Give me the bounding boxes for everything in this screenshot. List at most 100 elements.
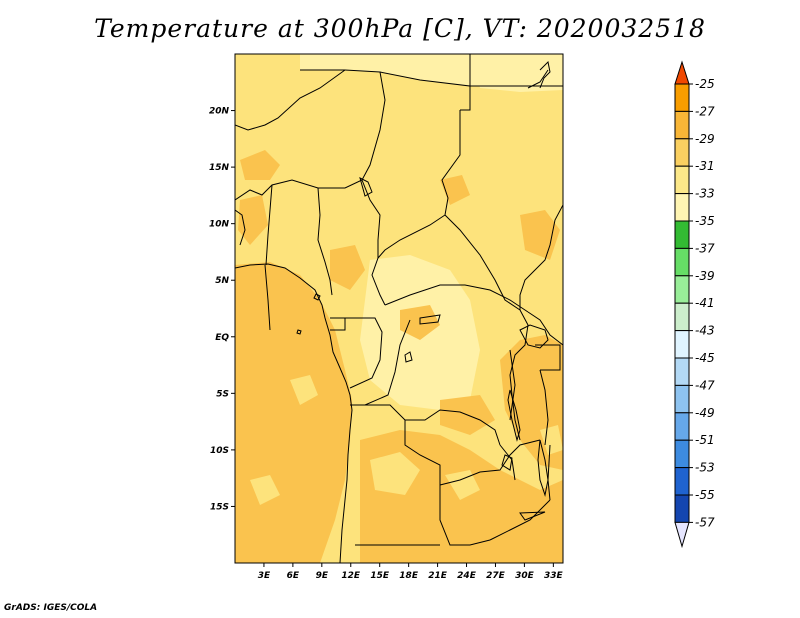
border-9 (444, 214, 521, 311)
colorbar-segment (674, 275, 690, 304)
lon-tick-label: 3E (258, 571, 271, 581)
colorbar-segment (674, 494, 690, 523)
field-patch-2 (330, 245, 365, 290)
red-sea-coast (539, 60, 551, 89)
border-17 (439, 485, 491, 546)
border-25 (460, 86, 471, 111)
colorbar-label: -51 (695, 433, 715, 447)
lon-tick-label: 27E (486, 571, 506, 581)
colorbar-segment (674, 467, 690, 496)
colorbar-label: -55 (695, 488, 715, 502)
colorbar-segment (674, 357, 690, 386)
island-sao-tome (296, 329, 302, 335)
border-29 (264, 264, 271, 331)
lat-tick-label: 15N (209, 163, 230, 173)
lake-kariba (519, 511, 546, 521)
colorbar-segment (674, 165, 690, 195)
map-frame (234, 53, 564, 564)
colorbar-segment (674, 193, 690, 222)
field-patch-6 (520, 210, 560, 260)
border-3 (235, 69, 346, 131)
border-6 (361, 179, 381, 258)
colorbar-label: -27 (695, 104, 715, 118)
colorbar-label: -37 (695, 241, 715, 255)
lat-tick-label: 5N (215, 276, 229, 286)
map-title: Temperature at 300hPa [C], VT: 202003251… (94, 14, 706, 43)
colorbar-segment (674, 330, 690, 359)
border-26 (527, 69, 549, 89)
lon-tick-label: 12E (341, 571, 361, 581)
colorbar-segment (674, 110, 690, 140)
lon-tick-label: 6E (287, 571, 300, 581)
lat-tick-label: 10S (210, 446, 229, 456)
border-27 (519, 204, 563, 310)
lake-victoria (519, 324, 549, 349)
field-pale-patch-2 (445, 470, 480, 500)
lon-tick-label: 30E (515, 571, 535, 581)
border-10 (384, 284, 529, 313)
colorbar-label: -45 (695, 351, 715, 365)
lat-tick-label: 10N (209, 220, 230, 230)
colorbar-label: -53 (695, 461, 715, 475)
colorbar-label: -49 (695, 406, 715, 420)
island-bioko (313, 293, 321, 301)
field-pale-patch-3 (250, 475, 280, 505)
river-patch-1 (404, 351, 413, 363)
colorbar-label: -33 (695, 187, 715, 201)
west-africa-coastline (235, 263, 353, 563)
lon-tick-label: 24E (457, 571, 477, 581)
colorbar-label: -43 (695, 324, 715, 338)
colorbar-segment (674, 247, 690, 277)
border-14 (358, 404, 501, 446)
colorbar-label: -47 (695, 378, 715, 392)
border-5 (371, 110, 461, 306)
lon-tick-label: 33E (544, 571, 564, 581)
colorbar-segment (674, 412, 690, 441)
border-22 (527, 311, 563, 346)
colorbar-over-arrow (674, 60, 690, 85)
river-patch-2 (419, 314, 441, 325)
colorbar-label: -39 (695, 269, 715, 283)
colorbar-label: -25 (695, 77, 715, 91)
lat-tick-label: 15S (210, 502, 229, 512)
lat-tick-label: 20N (209, 107, 230, 117)
lon-tick-label: 15E (370, 571, 390, 581)
colorbar-segment (674, 439, 690, 469)
border-28 (235, 209, 246, 246)
lon-tick-label: 9E (316, 571, 329, 581)
colorbar-label: -57 (695, 515, 715, 529)
border-31 (509, 349, 516, 421)
lake-mweru (501, 454, 513, 471)
colorbar: -25 -27 -29 -31 -33 -35 -37 -39 -41 -43 -45 -47 -49 -… (674, 60, 715, 549)
border-7 (265, 184, 273, 266)
grads-credit: GrADS: IGES/COLA (4, 603, 98, 613)
border-1 (300, 54, 471, 87)
colorbar-label: -29 (695, 132, 715, 146)
lake-chad (359, 177, 373, 197)
lat-tick-label: EQ (215, 333, 229, 343)
field-pale-patch-5 (540, 425, 563, 455)
border-16 (439, 439, 541, 486)
longitude-axis: 3E 6E 9E 12E 15E 18E 21E 24E 27E 30E 33E (258, 563, 564, 581)
field-pale-patch-1 (370, 452, 420, 495)
colorbar-segment (674, 384, 690, 414)
border-19 (489, 499, 551, 541)
lake-malawi (537, 439, 549, 497)
border-23 (535, 344, 561, 371)
border-12 (345, 317, 383, 389)
lon-tick-label: 18E (399, 571, 419, 581)
border-8 (317, 187, 333, 296)
border-24 (539, 369, 549, 446)
latitude-axis: 20N 15N 10N 5N EQ 5S 10S 15S (209, 107, 235, 512)
field-pale-patch-4 (290, 375, 318, 405)
border-4 (235, 71, 386, 201)
lake-tanganyika (507, 389, 521, 442)
border-11 (330, 317, 346, 331)
colorbar-segment (674, 220, 690, 249)
colorbar-segment (674, 302, 690, 332)
field-patch-5 (238, 195, 268, 245)
colorbar-segment (674, 138, 690, 167)
lon-tick-label: 21E (428, 571, 448, 581)
colorbar-label: -31 (695, 159, 715, 173)
